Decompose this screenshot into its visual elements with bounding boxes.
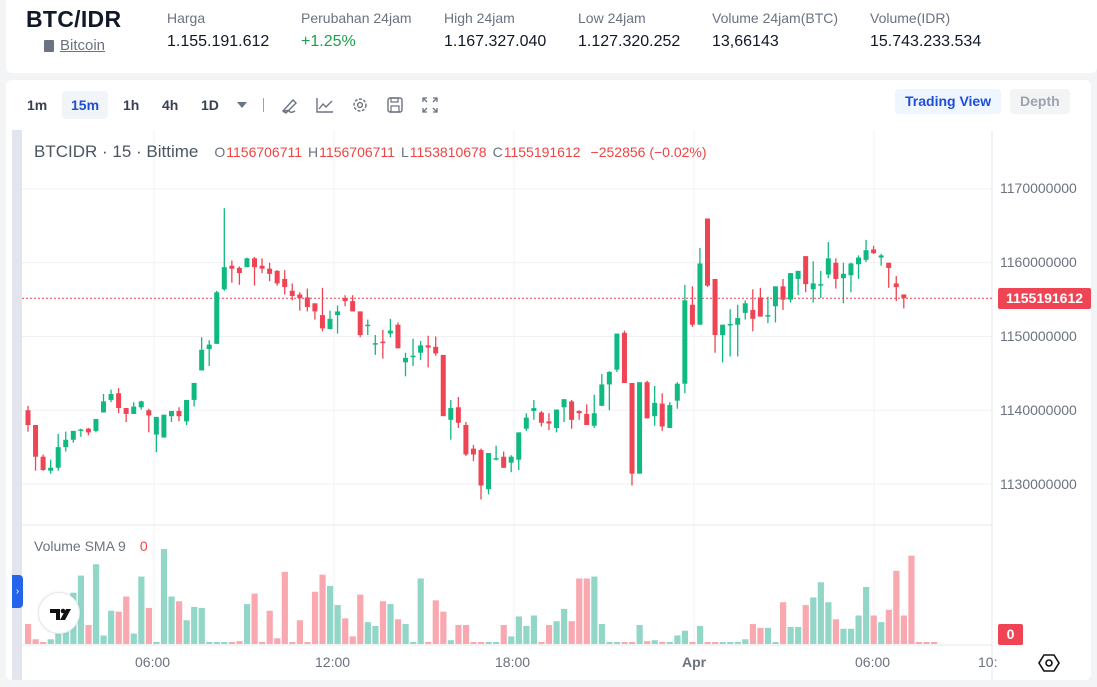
open-label: O [214, 144, 226, 160]
price-axis-label: 1150000000 [1000, 328, 1077, 344]
stat-value: 1.167.327.040 [444, 33, 547, 50]
time-axis-label: 10: [978, 654, 998, 670]
price-axis-label: 1130000000 [1000, 476, 1077, 492]
price-axis-label: 1140000000 [1000, 402, 1077, 418]
stat-high-24h: High 24jam 1.167.327.040 [444, 10, 546, 51]
low-value: 1153810678 [409, 144, 487, 160]
stat-value: 13,66143 [712, 33, 779, 50]
high-label: H [308, 144, 319, 160]
tradingview-logo[interactable] [38, 592, 80, 634]
ohlc-legend: BTCIDR · 15 · Bittime O 1156706711 H 11567… [34, 142, 707, 162]
save-icon[interactable] [385, 96, 405, 114]
volume-legend-value: 0 [139, 538, 148, 554]
expand-sidebar-button[interactable]: › [12, 575, 23, 608]
volume-value-tag: 0 [998, 624, 1023, 645]
timeframe-1m[interactable]: 1m [27, 97, 48, 113]
time-axis-label: Apr [682, 654, 707, 670]
pair-block: BTC/IDR Bitcoin [26, 6, 121, 54]
settings-icon[interactable] [350, 96, 370, 114]
close-value: 1155191612 [503, 144, 581, 160]
stat-value: +1.25% [301, 33, 356, 50]
depth-button[interactable]: Depth [1010, 89, 1070, 114]
stat-low-24h: Low 24jam 1.127.320.252 [578, 10, 680, 51]
last-price-tag: 1155191612 [998, 288, 1091, 309]
time-axis-label: 06:00 [855, 654, 891, 670]
draw-icon[interactable] [280, 96, 300, 114]
time-axis-label: 06:00 [135, 654, 171, 670]
chart-panel: 1m 15m 1h 4h 1D Trading View Depth BTCID… [6, 80, 1091, 680]
time-axis-label: 12:00 [315, 654, 351, 670]
high-value: 1156706711 [319, 144, 395, 160]
close-label: C [492, 144, 503, 160]
symbol-label: BTCIDR · 15 · Bittime [34, 142, 199, 161]
market-header: BTC/IDR Bitcoin Harga 1.155.191.612 Peru… [6, 0, 1097, 73]
toolbar-divider [263, 98, 264, 112]
time-axis-label: 18:00 [495, 654, 531, 670]
timeframe-1h[interactable]: 1h [123, 97, 140, 113]
coin-info-link[interactable]: Bitcoin [60, 37, 106, 54]
volume-legend-label: Volume SMA 9 [34, 538, 126, 554]
timeframe-dropdown-icon[interactable] [237, 102, 247, 108]
chart-settings-icon[interactable] [1038, 652, 1060, 674]
stat-price: Harga 1.155.191.612 [167, 10, 269, 51]
stat-value: 15.743.233.534 [870, 33, 982, 50]
timeframe-1d[interactable]: 1D [201, 97, 219, 113]
stat-label: Volume(IDR) [870, 10, 951, 26]
chart-area[interactable]: BTCIDR · 15 · Bittime O 1156706711 H 11567… [12, 130, 1091, 680]
left-sidebar-strip [12, 130, 22, 680]
indicator-icon[interactable] [315, 96, 335, 114]
chart-toolbar: 1m 15m 1h 4h 1D Trading View Depth [6, 80, 1091, 130]
fullscreen-icon[interactable] [420, 96, 440, 114]
low-label: L [400, 144, 409, 160]
stat-label: Perubahan 24jam [301, 10, 412, 26]
stat-label: Volume 24jam(BTC) [712, 10, 839, 26]
timeframe-15m[interactable]: 15m [62, 91, 109, 119]
open-value: 1156706711 [226, 144, 303, 160]
price-axis-label: 1170000000 [1000, 180, 1077, 196]
tradingview-logo-icon [50, 608, 71, 620]
stat-label: Low 24jam [578, 10, 646, 26]
stat-volume-btc: Volume 24jam(BTC) 13,66143 [712, 10, 838, 51]
candlestick-chart[interactable] [12, 130, 1091, 680]
stat-value: 1.127.320.252 [578, 33, 681, 50]
trading-view-button[interactable]: Trading View [895, 89, 1002, 114]
timeframe-4h[interactable]: 4h [162, 97, 179, 113]
volume-legend: Volume SMA 9 0 [34, 538, 148, 554]
stat-change-24h: Perubahan 24jam +1.25% [301, 10, 412, 51]
stat-label: Harga [167, 10, 206, 26]
stat-value: 1.155.191.612 [167, 33, 270, 50]
book-icon [44, 39, 54, 52]
stat-label: High 24jam [444, 10, 515, 26]
change-value: −252856 (−0.02%) [590, 144, 707, 160]
stat-volume-idr: Volume(IDR) 15.743.233.534 [870, 10, 981, 51]
pair-title: BTC/IDR [26, 6, 122, 32]
price-axis-label: 1160000000 [1000, 254, 1077, 270]
